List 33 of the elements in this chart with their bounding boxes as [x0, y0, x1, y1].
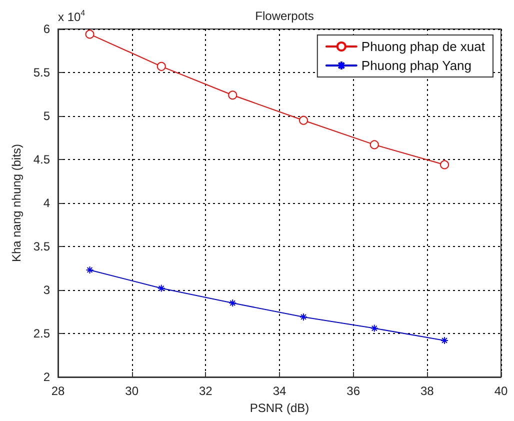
point — [86, 266, 94, 274]
x-tick-label: 32 — [198, 384, 213, 398]
x-tick-label: 28 — [51, 384, 65, 398]
y-tick-label: 6 — [43, 22, 50, 36]
y-tick-label: 2 — [43, 370, 50, 384]
point — [440, 160, 450, 170]
legend-label: Phuong phap de xuat — [361, 39, 486, 54]
point — [370, 140, 379, 150]
y-tick-label: 5.5 — [33, 66, 50, 80]
x-tick-label: 34 — [272, 384, 286, 398]
x-axis-title: PSNR (dB) — [250, 400, 310, 415]
point — [370, 324, 378, 332]
x-tick-label: 40 — [494, 384, 508, 398]
y-tick-label: 4 — [43, 196, 50, 210]
point — [85, 30, 94, 39]
y-tick-label: 2.5 — [33, 326, 50, 340]
point — [299, 116, 308, 125]
x-tick-label: 38 — [420, 384, 434, 398]
y-tick-label: 3 — [43, 283, 50, 297]
point — [156, 62, 166, 71]
x-tick-label: 30 — [125, 384, 139, 398]
y-axis-title: Kha nang nhung (bits) — [9, 144, 24, 262]
y-tick-label: 5 — [43, 109, 50, 123]
point — [157, 284, 166, 292]
point — [228, 90, 238, 100]
point — [228, 299, 237, 308]
chart-title: Flowerpots — [255, 9, 314, 23]
y-tick-label: 4.5 — [33, 152, 50, 166]
point — [440, 336, 449, 344]
legend-label: Phuong phap Yang — [361, 58, 472, 73]
x-tick-label: 36 — [346, 384, 360, 398]
y-tick-label: 3.5 — [33, 240, 50, 254]
point — [299, 312, 308, 321]
